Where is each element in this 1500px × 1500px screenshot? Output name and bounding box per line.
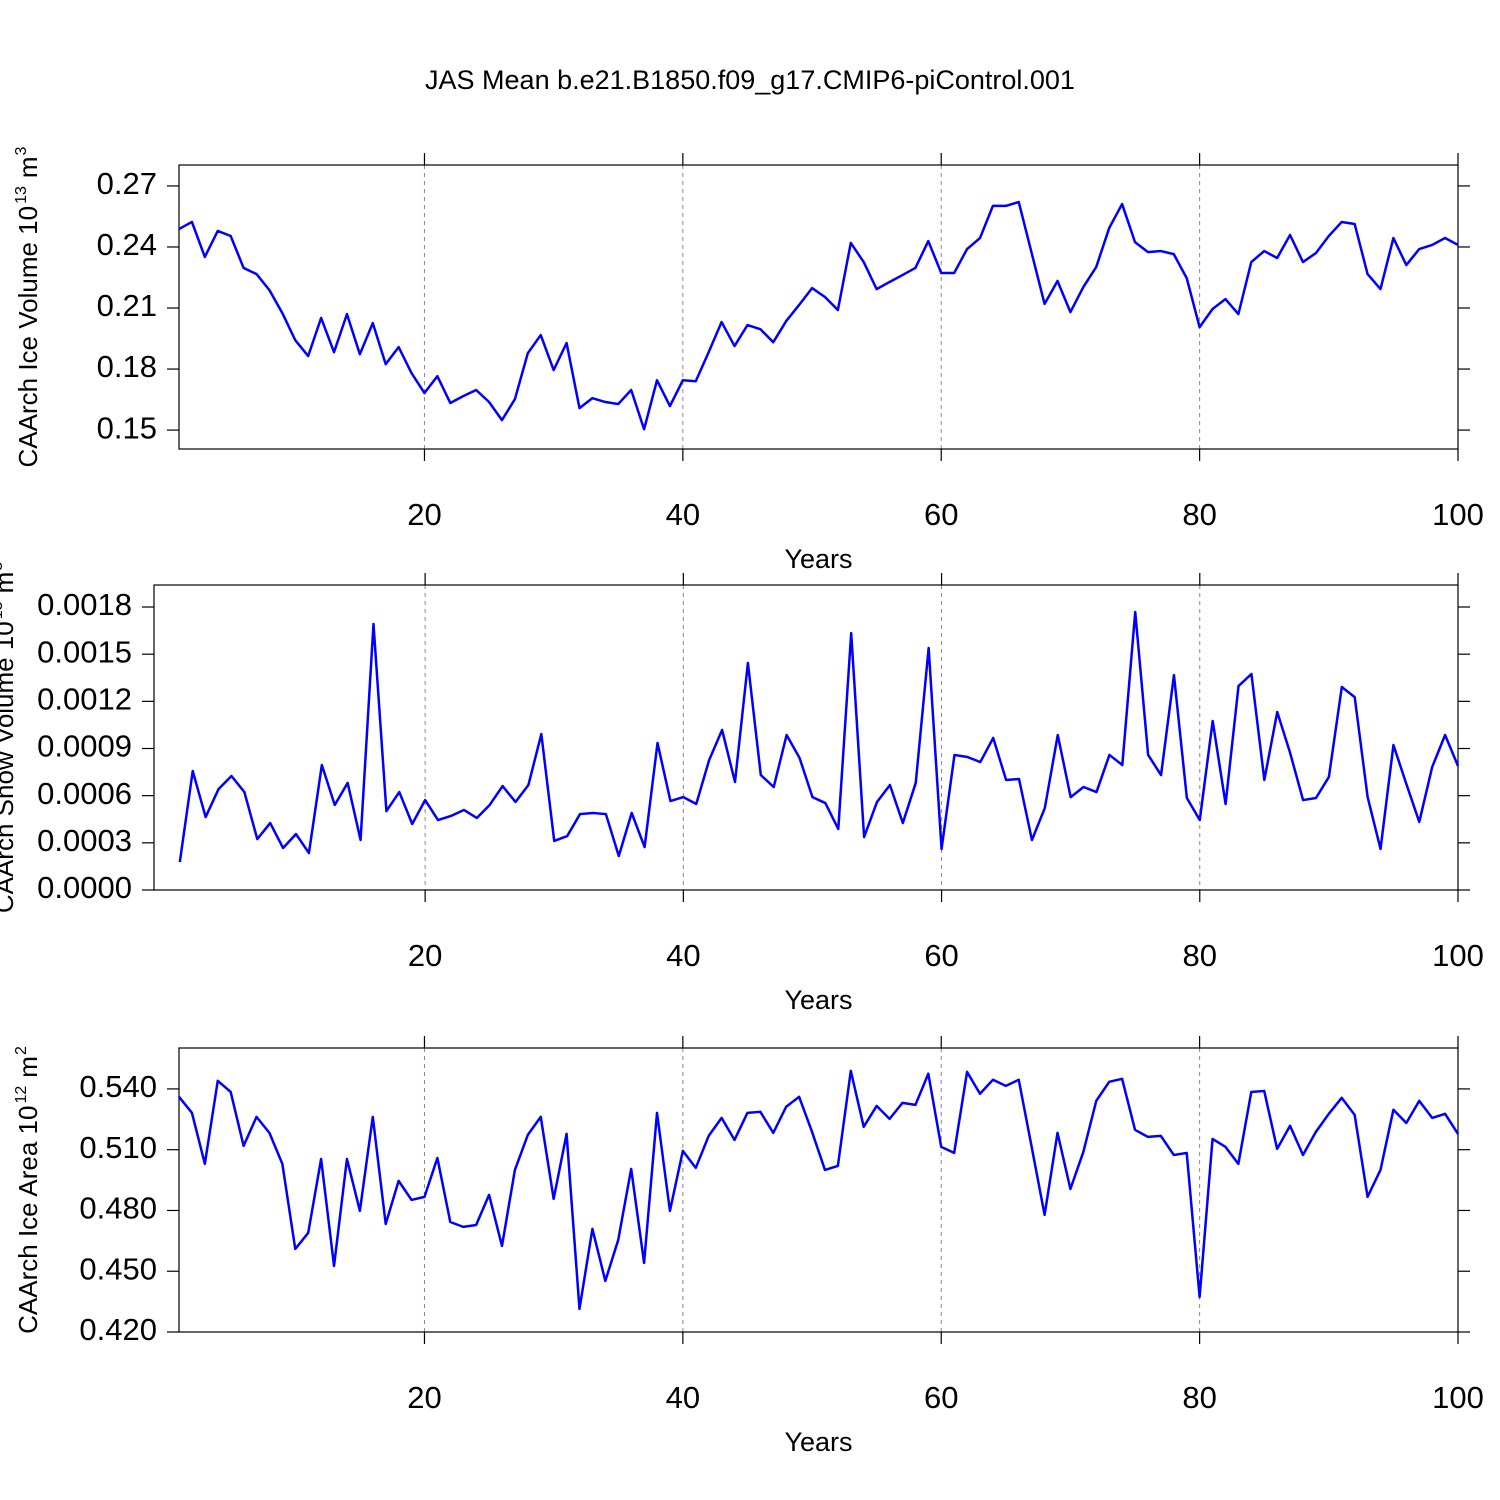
y-tick-label: 0.480 xyxy=(79,1191,157,1226)
y-axis-label-exponent: 13 xyxy=(0,601,6,619)
x-tick-label: 40 xyxy=(666,1380,700,1415)
y-tick-label: 0.0003 xyxy=(37,823,132,858)
y-tick-label: 0.540 xyxy=(79,1069,157,1104)
x-tick-label: 20 xyxy=(407,1380,441,1415)
x-tick-label: 100 xyxy=(1432,497,1484,532)
y-axis-label-exponent: 12 xyxy=(13,1086,30,1104)
y-tick-label: 0.18 xyxy=(97,349,157,384)
x-tick-label: 20 xyxy=(408,938,442,973)
y-axis-label-text: CAArch Ice Area 10 xyxy=(13,1106,43,1334)
y-axis-label-unit-exponent: 3 xyxy=(13,146,30,155)
y-tick-label: 0.0000 xyxy=(37,870,132,905)
y-tick-label: 0.21 xyxy=(97,288,157,323)
y-tick-label: 0.15 xyxy=(97,410,157,445)
y-tick-label: 0.0015 xyxy=(37,634,132,669)
y-tick-label: 0.450 xyxy=(79,1251,157,1286)
y-tick-label: 0.0006 xyxy=(37,776,132,811)
y-axis-label-unit: m xyxy=(13,1056,43,1078)
y-tick-label: 0.0012 xyxy=(37,682,132,717)
data-line xyxy=(178,610,1460,863)
y-axis-label-text: CAArch Snow Volume 10 xyxy=(0,621,19,913)
x-tick-label: 60 xyxy=(924,1380,958,1415)
x-tick-label: 80 xyxy=(1183,938,1217,973)
x-tick-label: 40 xyxy=(666,497,700,532)
y-axis-label-unit-exponent: 3 xyxy=(0,562,6,571)
y-axis-label-exponent: 13 xyxy=(13,186,30,204)
y-axis-label-unit: m xyxy=(13,156,43,178)
x-tick-label: 40 xyxy=(666,938,700,973)
plot-frame xyxy=(178,164,1459,450)
y-axis-label-unit: m xyxy=(0,572,19,594)
data-line xyxy=(178,1069,1460,1311)
x-tick-label: 60 xyxy=(924,938,958,973)
figure-title: JAS Mean b.e21.B1850.f09_g17.CMIP6-piCon… xyxy=(425,65,1075,95)
y-tick-label: 0.0018 xyxy=(37,587,132,622)
x-tick-label: 20 xyxy=(407,497,441,532)
x-tick-label: 100 xyxy=(1432,1380,1484,1415)
plot-frame xyxy=(153,584,1459,891)
x-tick-label: 80 xyxy=(1182,1380,1216,1415)
y-axis-label: CAArch Ice Volume 10 13 m3 xyxy=(13,146,43,467)
y-tick-label: 0.0009 xyxy=(37,729,132,764)
y-tick-label: 0.510 xyxy=(79,1130,157,1165)
y-axis-label: CAArch Ice Area 10 12 m2 xyxy=(13,1046,43,1334)
y-tick-label: 0.27 xyxy=(97,166,157,201)
x-axis-label: Years xyxy=(784,544,852,574)
y-axis-label-unit-exponent: 2 xyxy=(13,1046,30,1055)
data-line xyxy=(178,200,1459,431)
x-axis-label: Years xyxy=(784,985,852,1015)
y-axis-label: CAArch Snow Volume 10 13 m3 xyxy=(0,562,19,913)
x-tick-label: 100 xyxy=(1432,938,1484,973)
y-axis-label-text: CAArch Ice Volume 10 xyxy=(13,206,43,468)
plot-frame xyxy=(178,1047,1459,1333)
y-tick-label: 0.24 xyxy=(97,227,157,262)
y-tick-label: 0.420 xyxy=(79,1312,157,1347)
x-tick-label: 80 xyxy=(1182,497,1216,532)
x-axis-label: Years xyxy=(784,1427,852,1457)
x-tick-label: 60 xyxy=(924,497,958,532)
